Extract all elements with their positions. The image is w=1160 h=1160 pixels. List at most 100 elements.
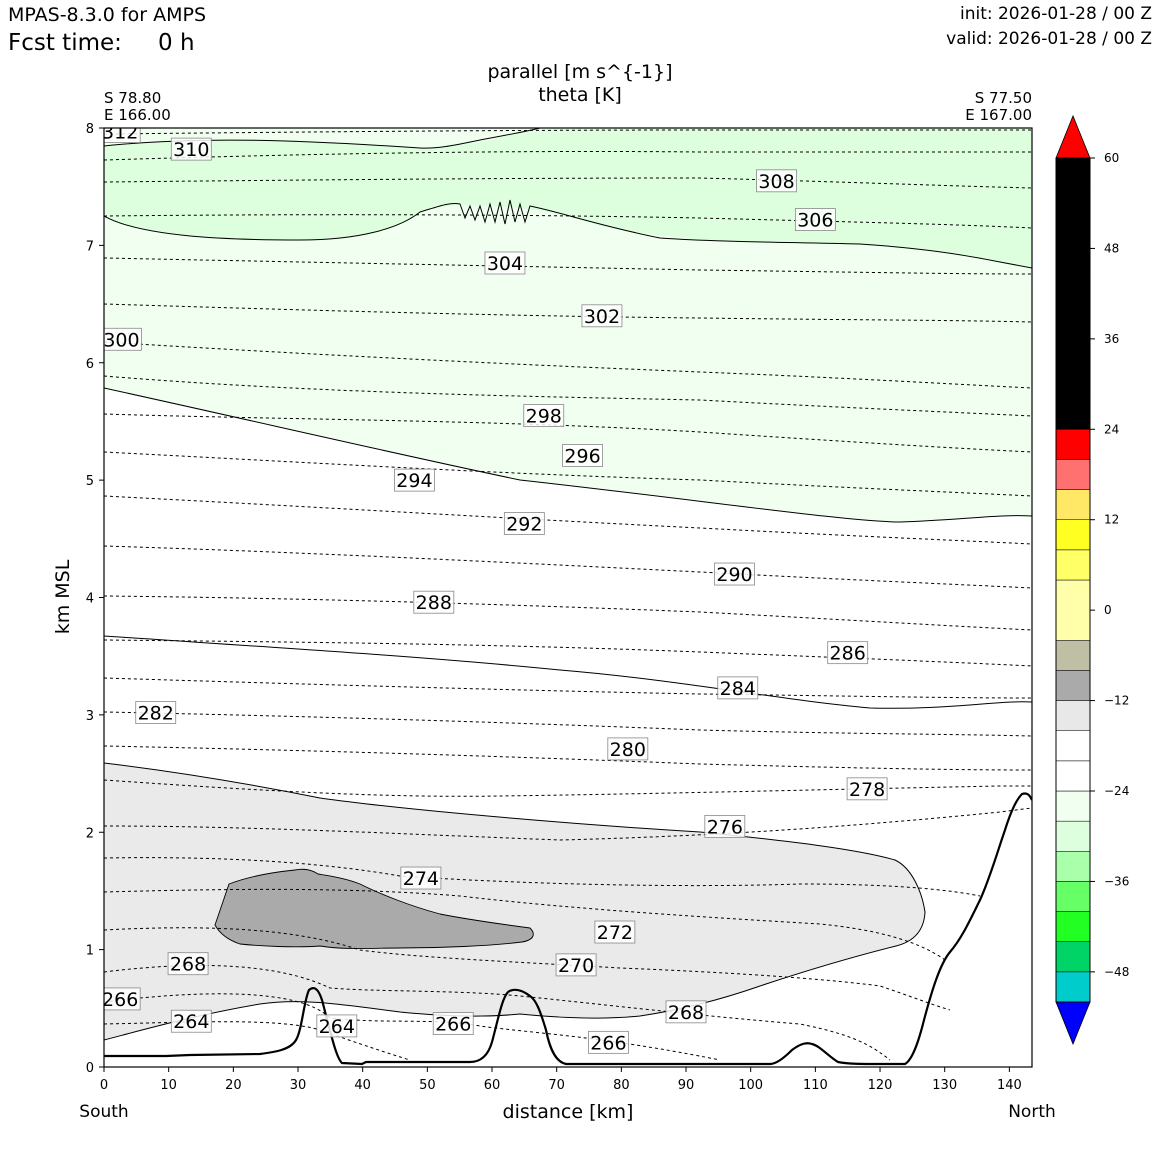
- colorbar-tick-label: 24: [1104, 422, 1119, 436]
- theta-label: 300: [103, 329, 139, 351]
- x-tick-label: 120: [868, 1078, 893, 1093]
- theta-line: [104, 375, 1032, 417]
- colorbar-tick-label: 36: [1104, 332, 1119, 346]
- colorbar-tick-label: −36: [1104, 874, 1129, 888]
- theta-label-box: [432, 1012, 474, 1035]
- theta-label: 268: [668, 1002, 704, 1024]
- theta-label-box: [170, 1009, 212, 1033]
- theta-line: [104, 413, 1032, 453]
- theta-label-box: [104, 327, 142, 351]
- colorbar-segment: [1055, 730, 1091, 762]
- theta-label-box: [316, 1014, 358, 1038]
- colorbar-segment: [1055, 338, 1091, 370]
- colorbar-tick-label: −48: [1104, 965, 1129, 979]
- chart-title-line1: parallel [m s^{-1}]: [487, 61, 672, 83]
- theta-label-box: [607, 737, 649, 761]
- x-tick-label: 40: [354, 1078, 371, 1093]
- north-label: North: [1008, 1102, 1056, 1122]
- x-tick-label: 80: [613, 1078, 630, 1093]
- colorbar-segment: [1055, 700, 1091, 731]
- start-lon-label: E 166.00: [104, 106, 171, 124]
- theta-label-box: [827, 641, 869, 665]
- theta-label-box: [484, 251, 526, 275]
- theta-label-box: [717, 676, 759, 700]
- colorbar-segment: [1055, 971, 1091, 1003]
- colorbar-frame: [1055, 157, 1091, 1003]
- theta-line: [104, 595, 1032, 631]
- theta-line: [104, 639, 1032, 667]
- theta-label: 282: [138, 703, 174, 725]
- theta-line: [104, 745, 1032, 771]
- x-tick-label: 70: [548, 1078, 565, 1093]
- theta-line: [104, 711, 1032, 737]
- y-tick-label: 0: [86, 1061, 94, 1076]
- colorbar-segment: [1055, 640, 1091, 671]
- theta-label-box: [756, 169, 797, 193]
- theta-label-box: [714, 562, 755, 586]
- theta-line: [104, 807, 1032, 841]
- colorbar-segment: [1055, 459, 1091, 490]
- theta-label: 290: [716, 564, 752, 586]
- x-tick-label: 130: [932, 1078, 957, 1093]
- init-time: init: 2026-01-28 / 00 Z: [959, 4, 1152, 24]
- theta-label: 276: [707, 816, 743, 838]
- colorbar-extend-min: [1055, 1001, 1091, 1046]
- theta-label: 284: [720, 678, 756, 700]
- x-tick-label: 140: [997, 1078, 1022, 1093]
- theta-label-box: [167, 952, 209, 976]
- colorbar-segment: [1055, 368, 1091, 400]
- colorbar-tick-label: −24: [1104, 784, 1129, 798]
- theta-label-box: [104, 128, 141, 143]
- colorbar-tick-label: 12: [1104, 513, 1119, 527]
- theta-label-box: [665, 1000, 707, 1024]
- colorbar-extend-max: [1055, 114, 1091, 159]
- theta-label: 266: [102, 989, 138, 1011]
- y-tick-label: 8: [86, 122, 94, 137]
- colorbar-segment: [1055, 489, 1091, 520]
- wind-contour-mid: [104, 387, 1032, 523]
- theta-label-box: [503, 512, 545, 535]
- theta-label: 298: [526, 406, 562, 428]
- theta-line: [104, 341, 1032, 389]
- theta-label: 308: [758, 171, 794, 193]
- colorbar-tick-label: 48: [1104, 241, 1119, 255]
- colorbar-segment: [1055, 941, 1091, 973]
- theta-label: 264: [319, 1016, 355, 1038]
- x-tick-label: 60: [484, 1078, 501, 1093]
- x-tick-label: 30: [290, 1078, 307, 1093]
- wind-contour-jet: [104, 199, 1032, 269]
- theta-label-box: [400, 866, 442, 890]
- theta-label-box: [104, 987, 141, 1011]
- theta-label: 294: [396, 470, 432, 492]
- colorbar-segment: [1055, 308, 1091, 340]
- theta-label-box: [523, 404, 565, 427]
- colorbar-segment: [1055, 278, 1091, 309]
- x-tick-label: 0: [100, 1078, 108, 1093]
- theta-label: 268: [170, 954, 206, 976]
- theta-label: 288: [416, 592, 452, 614]
- theta-line: [104, 303, 1032, 323]
- shade-gray: [214, 868, 534, 949]
- theta-line: [104, 993, 721, 1061]
- y-tick-label: 5: [86, 474, 94, 489]
- colorbar-segment: [1055, 881, 1091, 912]
- x-tick-label: 50: [419, 1078, 436, 1093]
- theta-label-box: [413, 590, 455, 614]
- colorbar-segment: [1055, 760, 1091, 792]
- colorbar-segment: [1055, 187, 1091, 219]
- wind-contour-gray-outline: [104, 762, 926, 1041]
- end-lon-label: E 167.00: [965, 106, 1032, 124]
- theta-line: [104, 177, 1032, 189]
- x-tick-label: 110: [803, 1078, 828, 1093]
- theta-label-box: [704, 814, 746, 838]
- colorbar-tick-label: 0: [1104, 603, 1112, 617]
- x-tick-label: 90: [678, 1078, 695, 1093]
- theta-label-box: [555, 953, 597, 977]
- x-tick-label: 10: [160, 1078, 177, 1093]
- colorbar-segment: [1055, 519, 1091, 551]
- y-axis-label: km MSL: [52, 559, 74, 634]
- theta-label: 266: [435, 1014, 471, 1036]
- colorbar-segment: [1055, 157, 1091, 189]
